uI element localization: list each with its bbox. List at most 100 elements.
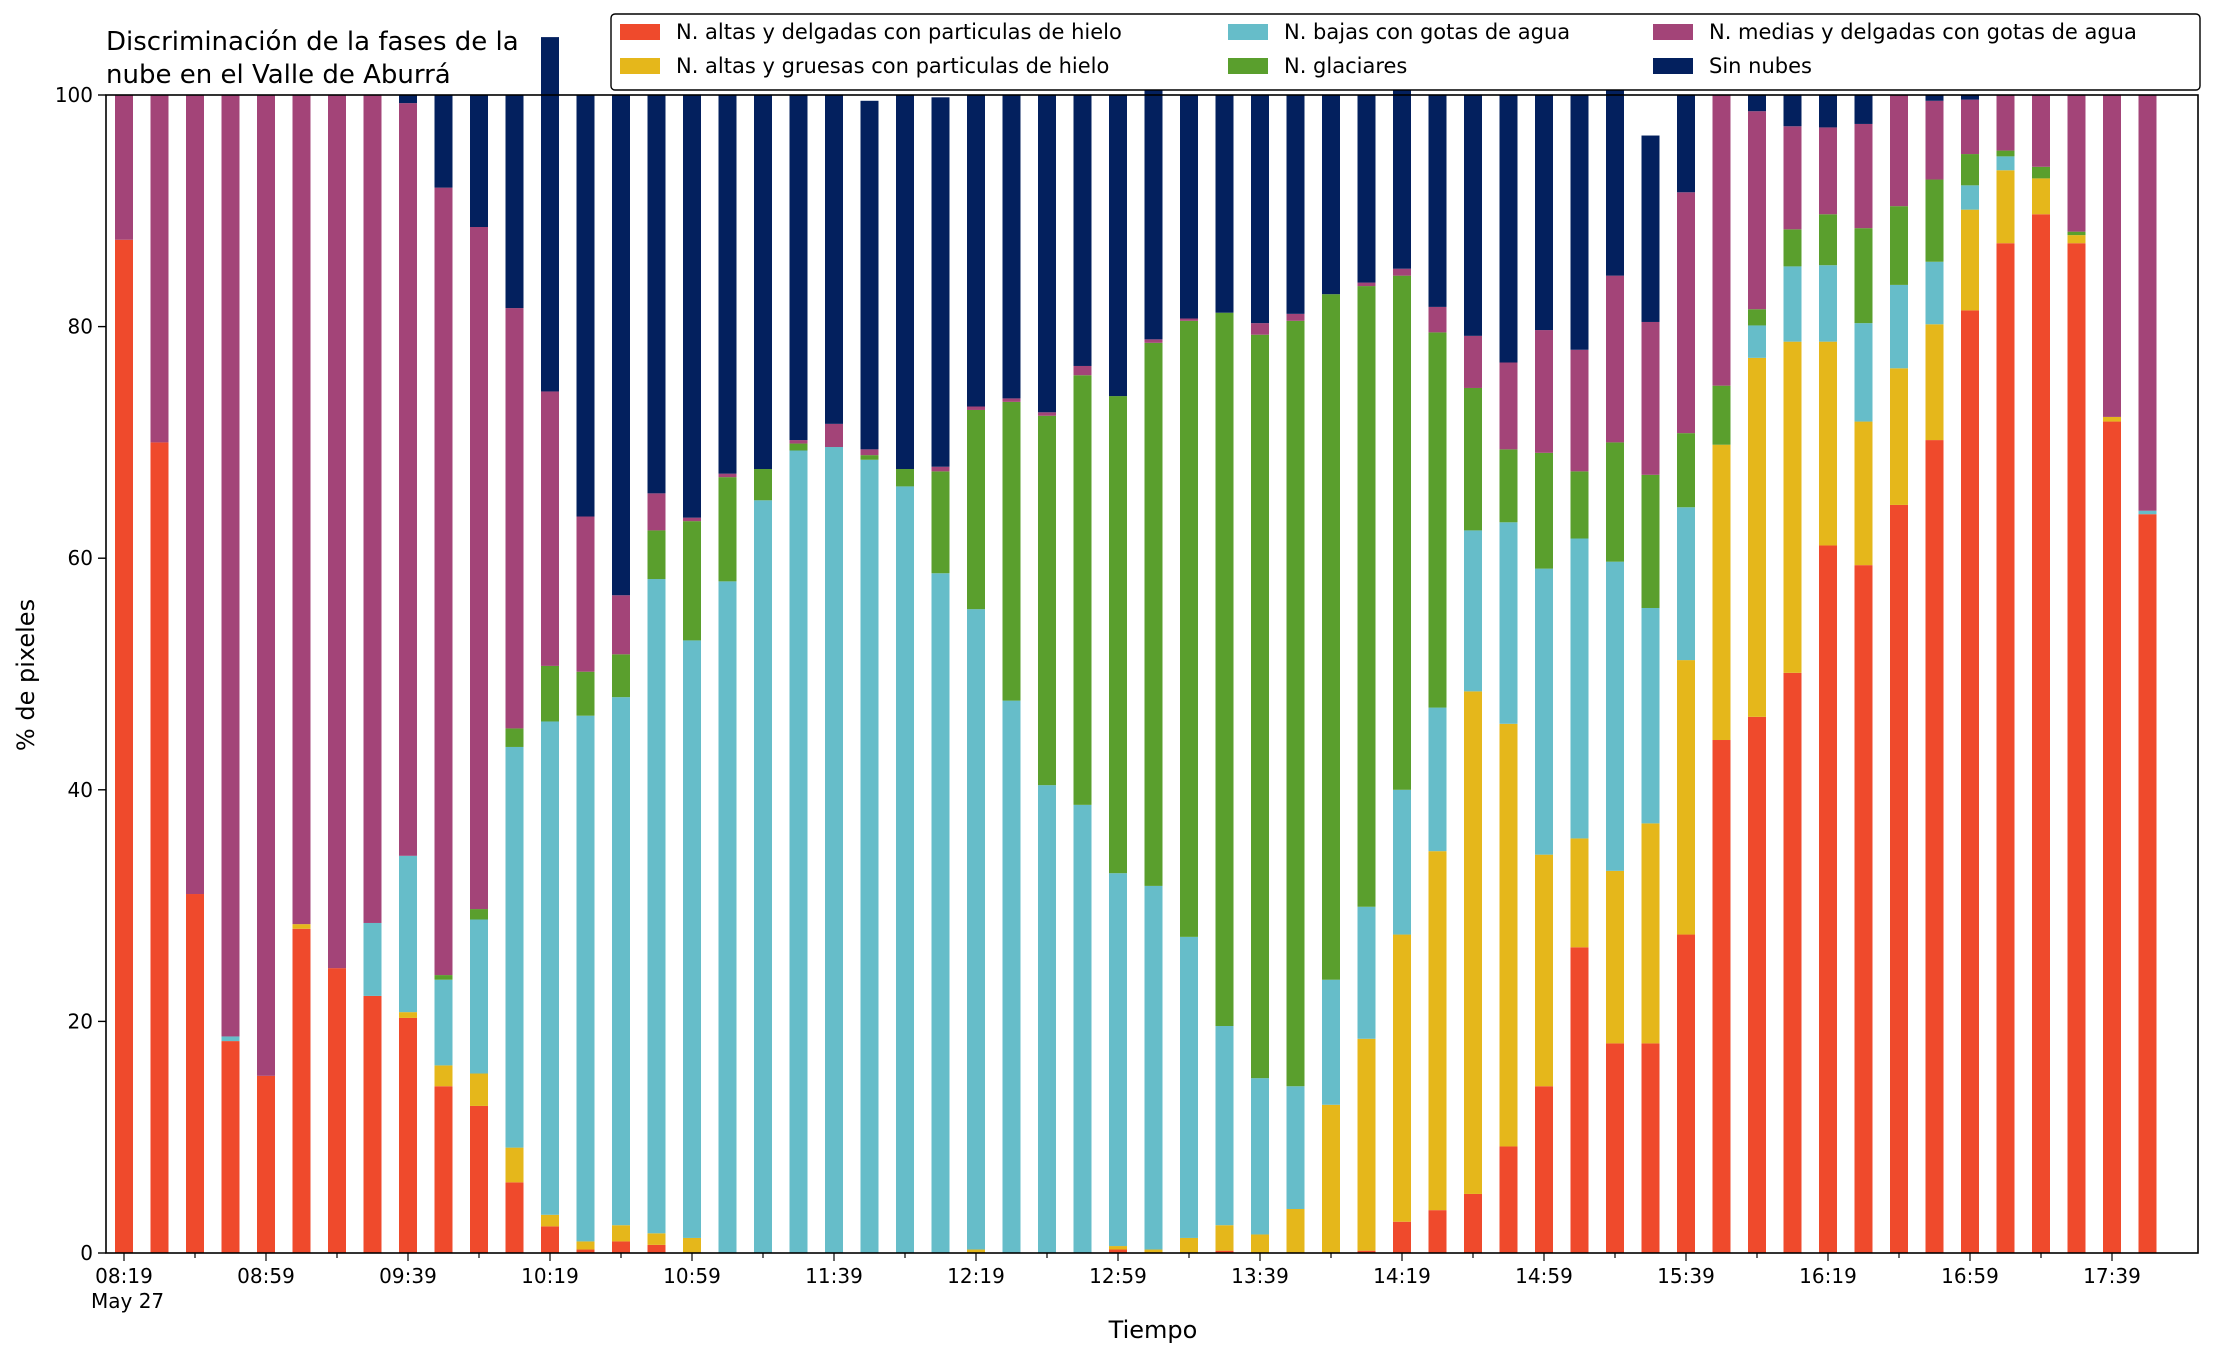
bar-segment-3-1329 [1215, 1026, 1234, 1226]
bar-segment-5-1049 [647, 493, 666, 531]
bar-segment-3-1259 [1109, 873, 1127, 1247]
bar-segment-4-1019 [541, 665, 559, 722]
bar-segment-3-1339 [1251, 1078, 1269, 1235]
bar-segment-6-1109 [718, 95, 737, 474]
bar-segment-4-1349 [1286, 320, 1305, 1087]
bar-segment-3-1609 [1783, 266, 1802, 342]
x-tick-label: 14:59 [1515, 1264, 1573, 1288]
bar-segment-4-1659 [1961, 154, 1979, 186]
legend-swatch-6 [1653, 58, 1693, 74]
bar-segment-6-1419 [1393, 90, 1411, 269]
bar-segment-5-1129 [789, 440, 808, 444]
bar-segment-1-1329 [1215, 1250, 1234, 1253]
bar-segment-2-1649 [1925, 324, 1944, 441]
bar-segment-6-1029 [576, 95, 595, 517]
bar-segment-3-1309 [1144, 885, 1163, 1250]
bar-segment-6-1259 [1109, 95, 1127, 397]
bar-segment-5-0829 [150, 95, 169, 443]
bar-segment-2-1419 [1393, 934, 1411, 1222]
bar-segment-3-1229 [1002, 700, 1021, 1253]
y-tick-label: 100 [55, 83, 93, 107]
bar-segment-3-1049 [647, 579, 666, 1234]
bar-segment-2-1659 [1961, 209, 1979, 311]
bar-segment-4-1229 [1002, 401, 1021, 701]
bar-segment-6-1229 [1002, 95, 1021, 399]
x-tick-label: 16:59 [1941, 1264, 1999, 1288]
bar-segment-1-0929 [363, 995, 382, 1253]
x-tick-label: 11:39 [805, 1264, 863, 1288]
bar-segment-5-0859 [257, 95, 275, 1076]
bar-segment-6-1119 [754, 95, 772, 470]
bar-segment-3-1639 [1890, 284, 1908, 369]
bar-segment-4-1249 [1073, 375, 1092, 805]
bar-segment-1-1429 [1428, 1210, 1447, 1253]
bar-segment-3-1239 [1038, 785, 1056, 1253]
y-tick-label: 40 [68, 778, 93, 802]
bar-segment-5-1659 [1961, 99, 1979, 155]
x-tick-label: 13:39 [1231, 1264, 1289, 1288]
legend-swatch-1 [620, 24, 660, 40]
legend: N. altas y delgadas con particulas de hi… [610, 13, 2201, 91]
bar-segment-1-1719 [2032, 214, 2050, 1253]
bar-segment-6-1139 [825, 95, 843, 424]
bar-segment-3-1629 [1854, 323, 1873, 422]
bar-segment-3-1109 [718, 581, 737, 1253]
bar-segment-4-1309 [1144, 342, 1163, 886]
bar-segment-6-1649 [1925, 95, 1944, 101]
bar-segment-2-1559 [1748, 357, 1766, 717]
x-tick-label: 15:39 [1657, 1264, 1715, 1288]
bar-segment-6-1009 [505, 95, 524, 309]
bar-segment-6-1149 [860, 100, 879, 450]
bar-segment-3-0929 [363, 922, 382, 996]
bar-segment-2-1349 [1286, 1209, 1305, 1253]
bar-segment-1-1659 [1961, 310, 1979, 1253]
bar-segment-2-1739 [2103, 416, 2121, 422]
bar-segment-2-1539 [1677, 660, 1695, 935]
bar-segment-3-1219 [967, 609, 985, 1250]
chart-title-line-1: Discriminación de la fases de la [106, 27, 519, 57]
bar-segment-4-1149 [860, 455, 879, 460]
x-tick-label: 17:39 [2083, 1264, 2141, 1288]
bar-segment-1-1259 [1109, 1249, 1127, 1253]
bar-segment-3-1029 [576, 715, 595, 1242]
bar-segment-4-1219 [967, 409, 985, 610]
bar-segment-3-1559 [1748, 325, 1766, 358]
bar-segment-3-1409 [1357, 906, 1376, 1039]
bar-segment-2-1039 [612, 1225, 630, 1242]
bar-segment-1-1449 [1499, 1146, 1518, 1253]
bar-segment-5-1249 [1073, 365, 1092, 376]
legend-swatch-3 [1228, 24, 1268, 40]
bar-segment-5-1559 [1748, 111, 1766, 310]
bar-segment-5-1509 [1570, 349, 1589, 472]
bar-segment-4-1519 [1606, 442, 1624, 562]
bar-segment-1-1519 [1606, 1043, 1624, 1253]
bar-segment-2-1329 [1215, 1225, 1234, 1251]
bar-segment-5-0849 [221, 95, 240, 1037]
bar-segment-6-1249 [1073, 95, 1092, 366]
bar-segment-3-1529 [1641, 607, 1660, 824]
bar-segment-6-1609 [1783, 95, 1802, 127]
bar-segment-1-1419 [1393, 1221, 1411, 1253]
bar-segment-3-1649 [1925, 261, 1944, 325]
bar-segment-5-1109 [718, 473, 737, 478]
bar-segment-1-0829 [150, 442, 169, 1253]
bar-segment-4-1129 [789, 443, 808, 451]
bar-segment-5-1339 [1251, 323, 1269, 335]
x-tick-label: 08:59 [237, 1264, 295, 1288]
bar-segment-3-1509 [1570, 538, 1589, 839]
bar-segment-4-1439 [1464, 387, 1482, 531]
bar-segment-3-1519 [1606, 561, 1624, 871]
bar-segment-4-1459 [1535, 452, 1553, 569]
x-tick-label: 10:59 [663, 1264, 721, 1288]
bar-segment-5-0839 [186, 95, 204, 895]
bar-segment-6-1059 [683, 95, 701, 518]
bar-segment-4-1649 [1925, 179, 1944, 262]
bar-segment-3-1419 [1393, 789, 1411, 935]
bar-segment-6-1509 [1570, 95, 1589, 350]
bar-segment-3-1019 [541, 721, 559, 1215]
bar-segment-4-1049 [647, 530, 666, 580]
bar-segment-4-1159 [896, 469, 914, 487]
legend-label-1: N. altas y delgadas con particulas de hi… [676, 20, 1122, 44]
bar-segment-2-1319 [1180, 1237, 1198, 1253]
